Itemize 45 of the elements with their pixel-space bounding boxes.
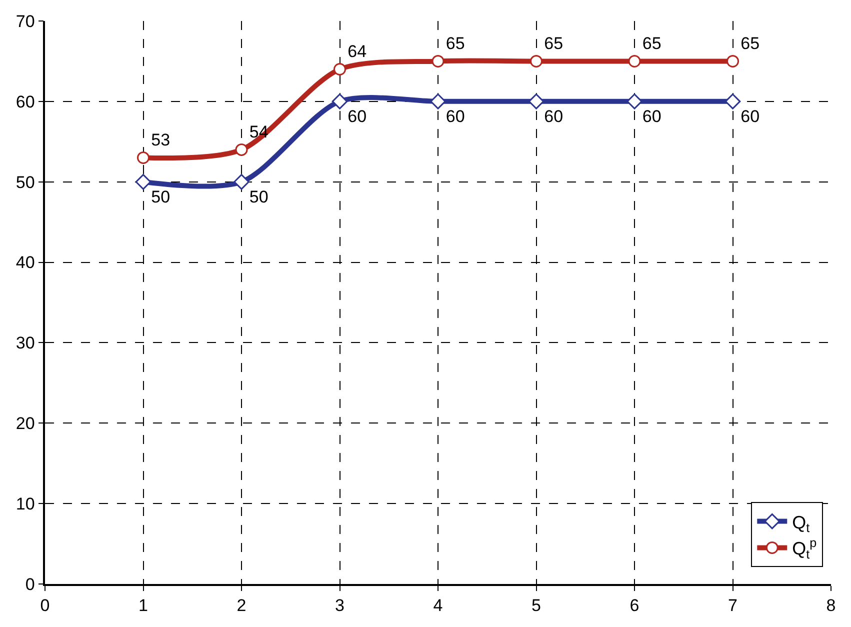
point — [235, 143, 248, 156]
data-label: 65 — [740, 34, 760, 54]
data-label: 60 — [446, 107, 465, 126]
point — [332, 94, 348, 110]
point — [726, 54, 739, 68]
x-tick-label: 8 — [826, 596, 836, 616]
point — [430, 94, 446, 110]
y-tick-label: 50 — [16, 172, 35, 192]
y-tick-label: 10 — [16, 494, 35, 514]
x-tick-label: 2 — [236, 596, 246, 616]
point — [135, 174, 152, 190]
x-tick-label: 0 — [40, 596, 50, 616]
y-tick-label: 70 — [16, 12, 35, 31]
point — [234, 174, 250, 190]
data-label: 60 — [348, 107, 367, 126]
data-label: 60 — [642, 107, 662, 126]
data-label: 64 — [348, 42, 367, 62]
data-label: 50 — [151, 187, 170, 206]
x-tick-label: 4 — [433, 596, 443, 616]
data-label: 60 — [740, 107, 760, 126]
data-label: 65 — [642, 34, 662, 54]
legend-label: Q$_{t}$ — [792, 512, 810, 536]
point — [334, 63, 346, 76]
data-label: 65 — [544, 34, 564, 54]
y-tick-label: 20 — [16, 414, 35, 434]
data-label: 53 — [151, 130, 170, 150]
point — [528, 94, 544, 110]
data-label: 50 — [249, 187, 268, 206]
point — [432, 54, 444, 68]
x-tick-label: 5 — [532, 596, 541, 616]
x-tick-label: 1 — [138, 596, 148, 616]
x-tick-label: 6 — [630, 596, 640, 616]
y-tick-label: 0 — [25, 574, 35, 594]
point — [724, 94, 741, 110]
y-tick-label: 30 — [16, 334, 35, 353]
point — [137, 151, 150, 164]
point — [628, 54, 641, 68]
x-tick-label: 7 — [728, 596, 738, 616]
y-tick-label: 60 — [16, 92, 35, 112]
data-label: 60 — [544, 107, 564, 126]
point — [530, 54, 542, 68]
data-label: 65 — [446, 34, 465, 54]
y-tick-label: 40 — [16, 253, 35, 272]
point — [626, 94, 642, 110]
x-tick-label: 3 — [335, 596, 344, 616]
